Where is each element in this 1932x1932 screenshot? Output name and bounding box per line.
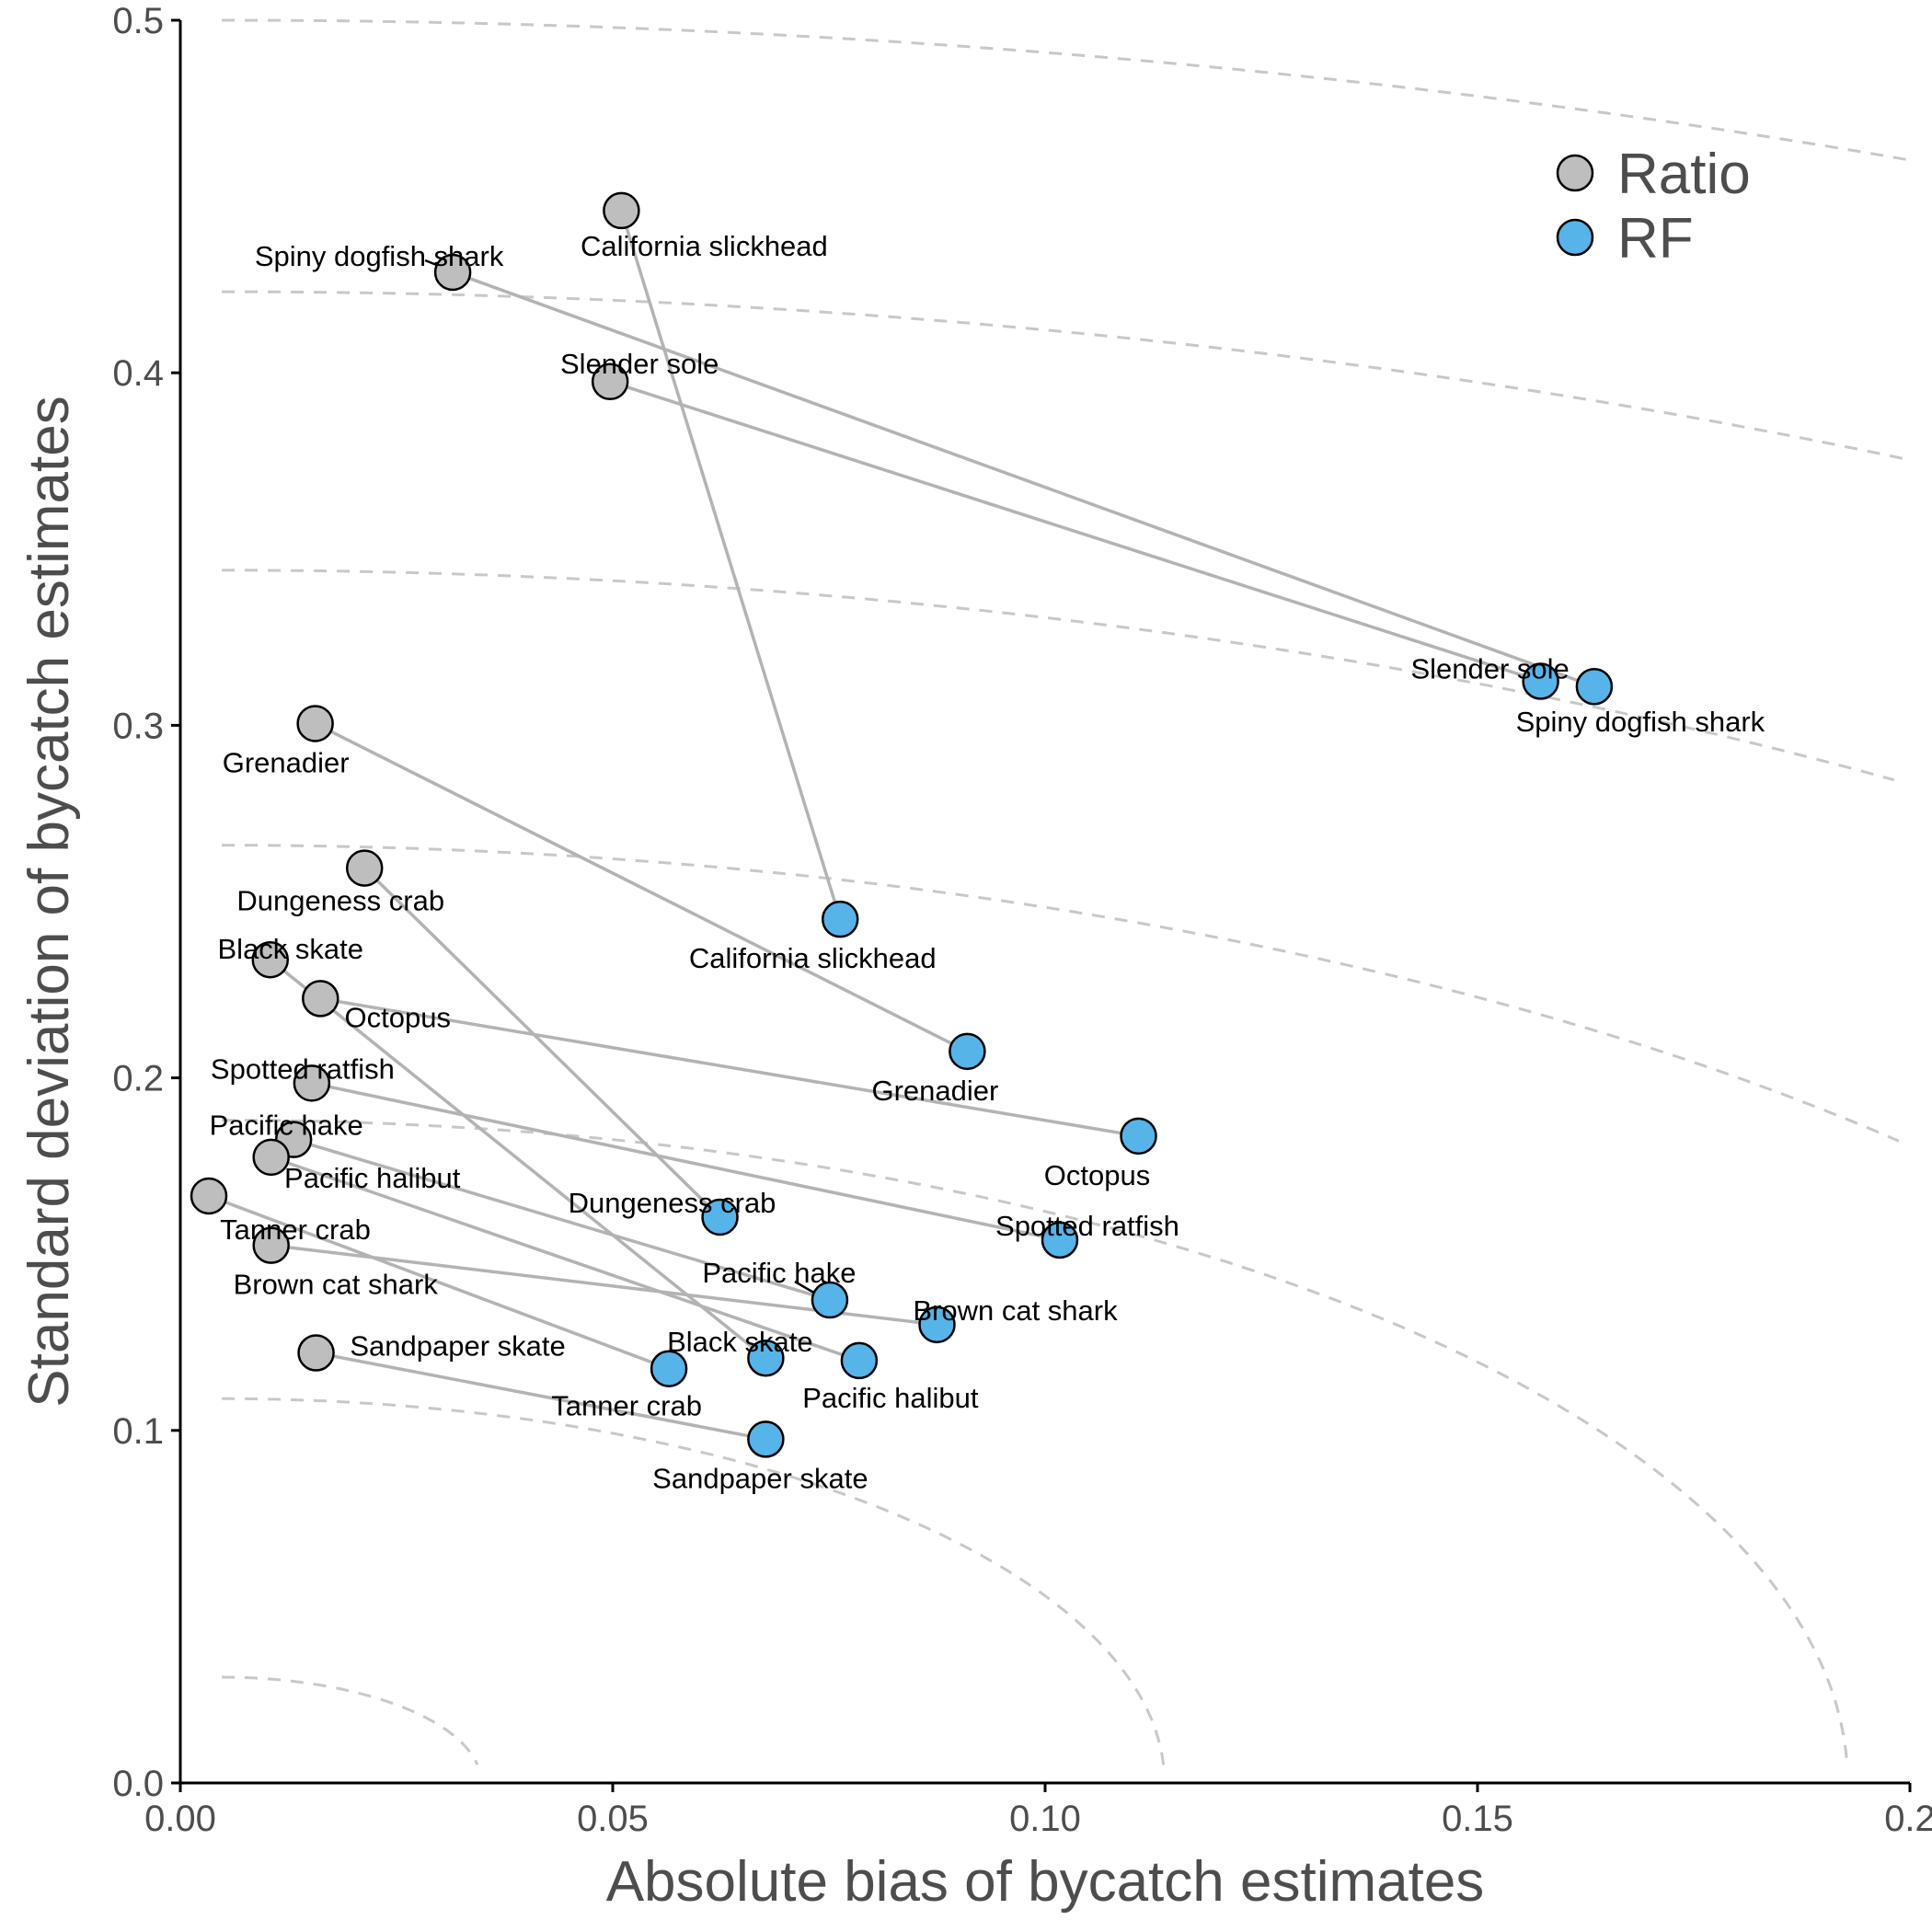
axis-ticks: 0.00 0.05 0.10 0.15 0.2 0.0 0.1 0.2 0.3 0.4 0.5 <box>112 1 1932 1839</box>
legend-swatch-rf <box>1556 218 1594 257</box>
legend-swatch-ratio <box>1556 154 1594 192</box>
label-ratio-spiny-dogfish-shark: Spiny dogfish shark <box>255 240 504 272</box>
point-rf-grenadier <box>949 1032 986 1071</box>
y-tick-label: 0.5 <box>112 1 164 41</box>
legend-label-rf: RF <box>1617 207 1694 270</box>
reference-contour <box>222 1397 1166 1765</box>
x-tick-label: 0.00 <box>144 1799 216 1839</box>
label-ratio-octopus: Octopus <box>345 1001 451 1033</box>
point-ratio-sandpaper-skate <box>297 1334 335 1372</box>
label-rf-black-skate: Black skate <box>667 1326 813 1358</box>
reference-contour <box>222 569 1895 782</box>
point-rf-sandpaper-skate <box>747 1420 785 1458</box>
connector-california-slickhead <box>619 210 842 920</box>
label-rf-slender-sole: Slender sole <box>1410 653 1569 685</box>
label-rf-dungeness-crab: Dungeness crab <box>569 1187 776 1219</box>
label-ratio-california-slickhead: California slickhead <box>581 230 828 262</box>
point-rf-tanner-crab <box>650 1350 688 1387</box>
connector-spiny-dogfish-shark <box>452 270 1595 688</box>
label-rf-brown-cat-shark: Brown cat shark <box>913 1294 1118 1327</box>
point-rf-spotted-ratfish <box>1041 1221 1079 1259</box>
label-ratio-tanner-crab: Tanner crab <box>220 1213 371 1246</box>
connector-spotted-ratfish <box>311 1081 1061 1242</box>
label-ratio-spotted-ratfish: Spotted ratfish <box>211 1052 395 1085</box>
label-rf-pacific-halibut: Pacific halibut <box>802 1382 979 1414</box>
point-ratio-black-skate <box>251 940 290 979</box>
connector-dungeness-crab <box>362 867 721 1219</box>
point-ratio-octopus <box>302 980 339 1018</box>
reference-contour <box>222 1675 479 1765</box>
y-axis-title: Standard deviation of bycatch estimates <box>17 396 81 1407</box>
label-leader-lines <box>424 259 824 1300</box>
connector-pacific-hake <box>293 1137 831 1302</box>
point-rf-california-slickhead <box>821 900 859 938</box>
x-tick-label: 0.05 <box>577 1799 649 1839</box>
label-ratio-brown-cat-shark: Brown cat shark <box>234 1269 439 1301</box>
y-tick-label: 0.0 <box>112 1764 164 1804</box>
point-rf-spiny-dogfish-shark <box>1575 667 1614 706</box>
connector-sandpaper-skate <box>316 1351 766 1442</box>
label-rf-spiny-dogfish-shark: Spiny dogfish shark <box>1516 706 1765 738</box>
label-ratio-pacific-halibut: Pacific halibut <box>284 1162 461 1194</box>
point-ratio-dungeness-crab <box>345 849 384 887</box>
point-ratio-pacific-halibut <box>252 1138 290 1177</box>
point-ratio-spiny-dogfish-shark <box>433 253 472 292</box>
x-tick-label: 0.15 <box>1442 1799 1513 1839</box>
label-rf-tanner-crab: Tanner crab <box>551 1390 702 1422</box>
x-tick-label: 0.10 <box>1009 1799 1081 1839</box>
reference-contour <box>222 290 1909 462</box>
label-rf-grenadier: Grenadier <box>871 1075 998 1107</box>
point-rf-black-skate <box>747 1339 785 1377</box>
label-rf-pacific-hake: Pacific hake <box>702 1257 856 1289</box>
point-rf-dungeness-crab <box>701 1198 739 1236</box>
legend: Ratio RF <box>1556 143 1751 270</box>
label-rf-spotted-ratfish: Spotted ratfish <box>995 1210 1179 1242</box>
label-ratio-sandpaper-skate: Sandpaper skate <box>350 1329 565 1362</box>
point-ratio-grenadier <box>296 705 334 742</box>
label-rf-california-slickhead: California slickhead <box>689 942 937 974</box>
label-ratio-dungeness-crab: Dungeness crab <box>236 885 444 917</box>
label-ratio-slender-sole: Slender sole <box>560 348 719 380</box>
point-ratio-tanner-crab <box>190 1177 228 1215</box>
reference-contour <box>222 844 1900 1143</box>
connector-lines <box>208 210 1595 1442</box>
x-axis-title: Absolute bias of bycatch estimates <box>606 1850 1485 1914</box>
point-ratio-spotted-ratfish <box>293 1064 331 1102</box>
connector-black-skate <box>269 958 767 1360</box>
point-ratio-slender-sole <box>591 362 629 401</box>
connector-slender-sole <box>609 380 1542 684</box>
data-points <box>190 191 1614 1458</box>
label-ratio-grenadier: Grenadier <box>223 746 350 778</box>
label-rf-octopus: Octopus <box>1044 1159 1150 1191</box>
legend-label-ratio: Ratio <box>1617 143 1751 206</box>
x-tick-label: 0.2 <box>1884 1799 1932 1839</box>
connector-pacific-halibut <box>270 1156 860 1363</box>
point-rf-slender-sole <box>1522 662 1559 700</box>
label-ratio-black-skate: Black skate <box>218 933 364 965</box>
connector-octopus <box>319 996 1139 1138</box>
y-tick-label: 0.2 <box>112 1059 164 1099</box>
y-tick-label: 0.4 <box>112 353 164 394</box>
point-labels: California slickhead Spiny dogfish shark S… <box>210 230 1765 1494</box>
y-tick-label: 0.1 <box>112 1411 164 1452</box>
point-rf-octopus <box>1120 1117 1157 1156</box>
point-ratio-california-slickhead <box>603 191 640 230</box>
point-rf-brown-cat-shark <box>918 1305 956 1344</box>
y-tick-label: 0.3 <box>112 706 164 746</box>
reference-contours <box>222 18 1909 1765</box>
point-rf-pacific-halibut <box>840 1341 879 1380</box>
label-rf-sandpaper-skate: Sandpaper skate <box>652 1462 868 1494</box>
reference-contour <box>222 18 1909 162</box>
connector-tanner-crab <box>208 1194 670 1371</box>
reference-contour <box>222 1119 1848 1763</box>
point-rf-pacific-hake <box>811 1281 849 1319</box>
label-ratio-pacific-hake: Pacific hake <box>210 1110 363 1142</box>
connector-grenadier <box>314 721 969 1053</box>
point-ratio-brown-cat-shark <box>252 1226 290 1264</box>
